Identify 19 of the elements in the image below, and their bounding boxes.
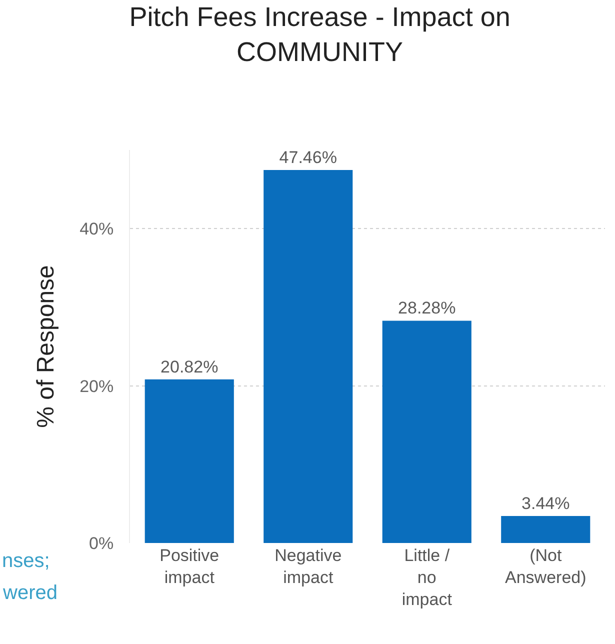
x-tick-label: Little / no impact (402, 546, 452, 610)
bar (382, 320, 472, 543)
y-tick-label: 20% (80, 376, 114, 396)
text: wered (2, 582, 58, 604)
bar (501, 516, 590, 543)
y-tick-label: 40% (80, 220, 114, 239)
data-label: 28.28% (398, 298, 456, 318)
bar (264, 170, 353, 543)
x-tick-label: Negative impact (274, 546, 342, 588)
y-axis-title: % of Response (32, 265, 60, 428)
data-label: 3.44% (522, 494, 570, 513)
data-label: 20.82% (160, 357, 218, 376)
y-tick-label: 0% (89, 534, 114, 553)
chart-title: Pitch Fees Increase - Impact on COMMUNITY (129, 2, 510, 67)
data-label: 47.46% (279, 148, 337, 167)
x-tick-label: (Not Answered) (504, 546, 586, 588)
text: nses; (2, 550, 50, 572)
x-tick-label: Positive impact (160, 546, 220, 588)
bar (144, 379, 234, 543)
